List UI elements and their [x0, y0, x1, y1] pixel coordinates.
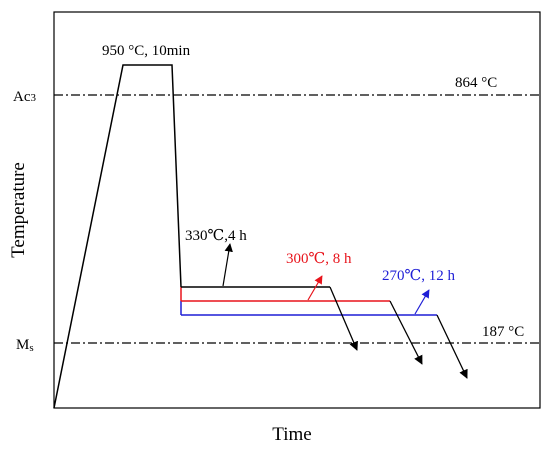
label-300-arrow: [307, 275, 323, 301]
austenitize-label: 950 °C, 10min: [102, 43, 191, 59]
label-270-arrow: [414, 289, 430, 315]
ms-symbol: Ms: [16, 337, 34, 354]
ms-symbol-main: M: [16, 337, 29, 353]
x-axis-label: Time: [272, 424, 311, 445]
y-axis-label: Temperature: [8, 162, 29, 258]
cool-270-arrow: [436, 314, 468, 379]
ms-subscript: s: [29, 342, 33, 354]
ac3-value-label: 864 °C: [455, 75, 497, 91]
ac3-symbol-main: Ac: [13, 89, 31, 105]
ac3-symbol: Ac3: [13, 89, 37, 105]
cool-300-arrow: [389, 300, 423, 365]
ac3-subscript: 3: [31, 92, 37, 104]
label-330-arrow: [222, 243, 233, 287]
treatment-300-label: 300℃, 8 h: [286, 251, 352, 267]
treatment-330-label: 330℃,4 h: [185, 228, 247, 244]
treatment-270-label: 270℃, 12 h: [382, 268, 456, 284]
cool-330-arrow: [329, 286, 358, 351]
ms-value-label: 187 °C: [482, 324, 524, 340]
plot-frame: [53, 11, 541, 409]
austenitize-curve: [53, 64, 182, 409]
